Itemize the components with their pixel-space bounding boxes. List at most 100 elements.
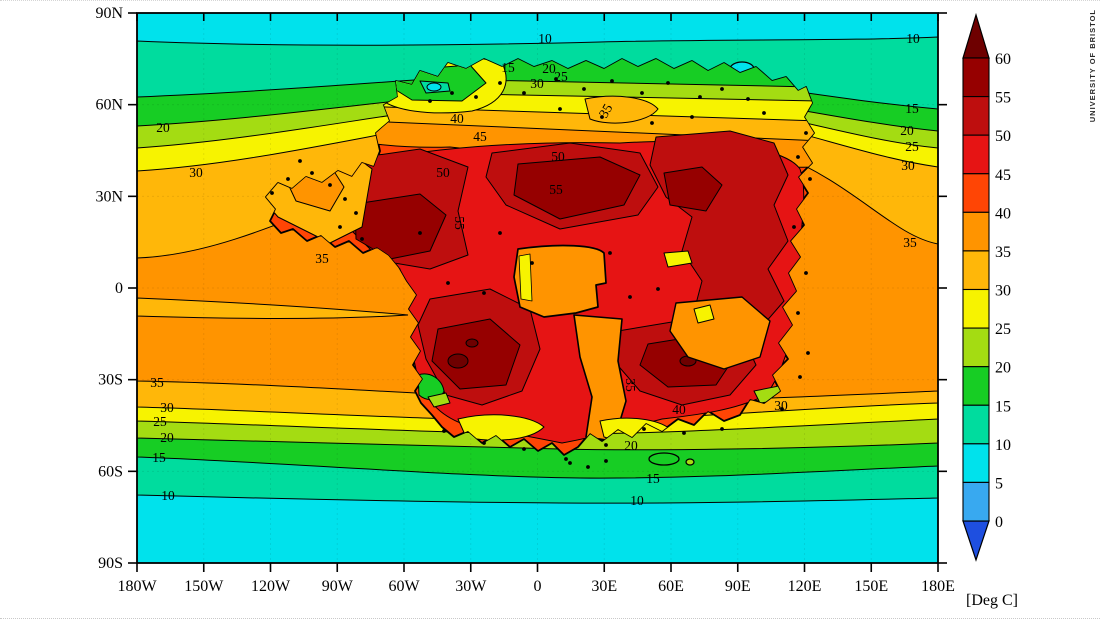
islet-speck [640,91,644,95]
colorbar-segment [962,96,990,136]
islet-speck [442,429,446,433]
colorbar-tick-label: 25 [995,321,1011,338]
colorbar-tick-label: 30 [995,283,1011,300]
contour-value-label: 10 [161,488,175,503]
colorbar-tick-label: 50 [995,128,1011,145]
contour-value-label: 40 [672,402,686,417]
islet-speck [522,447,526,451]
colorbar-segment [962,443,990,483]
colorbar-tick-label: 10 [995,437,1011,454]
islet-speck [343,197,347,201]
x-axis-tick-label: 120W [251,578,291,595]
islet-speck [720,427,724,431]
islet-speck [474,95,478,99]
colorbar-segment [962,134,990,175]
axes: 180W 150W 120W 90W 60W 30W 0 30E 60E 90E 120E 150E 1… [95,5,954,595]
islet-speck [482,291,486,295]
inland-sea [513,244,607,318]
colorbar-arrow-down [962,520,990,562]
islet-speck [418,231,422,235]
contour-value-label: 35 [150,375,164,390]
x-axis-tick-label: 90W [322,578,354,595]
islet-speck [808,177,812,181]
islet-speck [558,107,562,111]
contour-value-label: 35 [903,235,917,250]
islet-speck [600,115,604,119]
islet-speck [360,237,364,241]
contour-value-label: 30 [160,400,174,415]
contour-value-label: 30 [901,158,915,173]
colorbar-segment [962,366,990,406]
core-55-60-nc [513,156,641,220]
contour-value-label: 10 [630,493,644,508]
colorbar-tick-label: 0 [995,514,1003,531]
contour-value-label: 20 [160,430,174,445]
core-55-60-nw [354,193,447,260]
colorbar-segment [962,250,990,291]
colorbar-tick-label: 35 [995,244,1011,261]
core-55-60-ne [663,166,723,212]
colorbar-tick-label: 45 [995,167,1011,184]
islet-speck [328,183,332,187]
university-credit-text: UNIVERSITY OF BRISTOL [1088,9,1097,123]
contour-value-label: 15 [501,60,515,75]
colorbar-segment [962,57,990,98]
islet-speck [498,231,502,235]
contour-value-label: 30 [774,398,788,413]
inland-sea-rim [518,253,533,302]
islet-speck [690,115,694,119]
contour-value-label: 25 [554,69,568,84]
x-axis-tick-label: 0 [534,578,542,595]
island [648,452,680,466]
islet-speck [554,77,558,81]
colorbar-tick-label: 60 [995,51,1011,68]
islet-speck [298,159,302,163]
island-chain [648,452,695,466]
contour-value-label: 20 [156,120,170,135]
contour-value-label: 30 [189,165,203,180]
contour-value-label: 55 [452,216,467,230]
supercontinent [265,58,815,469]
hotspot-gt60 [447,353,469,369]
y-axis-tick-label: 90S [98,555,123,572]
south-yellow-patch [457,414,545,441]
y-axis-tick-label: 60S [98,463,123,480]
hotspot-gt60 [465,338,479,348]
x-axis-tick-label: 120E [788,578,822,595]
colorbar-tick-label: 5 [995,475,1003,492]
islet-speck [796,311,800,315]
colorbar-segment [962,211,990,252]
colorbar-tick-label: 40 [995,205,1011,222]
colorbar-tick-label: 20 [995,360,1011,377]
islet-speck [682,431,686,435]
contour-value-label: 30 [530,76,544,91]
contour-value-label: 15 [905,101,919,116]
islet-speck [604,443,608,447]
contour-value-label: 20 [900,123,914,138]
islet-speck [522,91,526,95]
x-axis-tick-label: 150E [854,578,888,595]
contour-value-label: 20 [624,438,638,453]
contour-value-label: 20 [542,61,556,76]
core-55-60-sw [431,318,521,390]
y-axis-tick-label: 30N [95,188,123,205]
islet-speck [582,87,586,91]
y-axis-tick-label: 90N [95,5,123,22]
islet-speck [310,171,314,175]
islet-speck [568,461,572,465]
contour-value-label: 15 [646,471,660,486]
colorbar-segment [962,288,990,329]
contour-value-label: 35 [623,378,638,392]
islet-speck [804,131,808,135]
contour-value-label: 25 [153,414,167,429]
islet-speck [338,225,342,229]
contour-value-label: 15 [152,450,166,465]
contour-value-label: 55 [549,182,563,197]
islet-speck [608,251,612,255]
enclave-lake [426,82,442,92]
islet-speck [806,351,810,355]
